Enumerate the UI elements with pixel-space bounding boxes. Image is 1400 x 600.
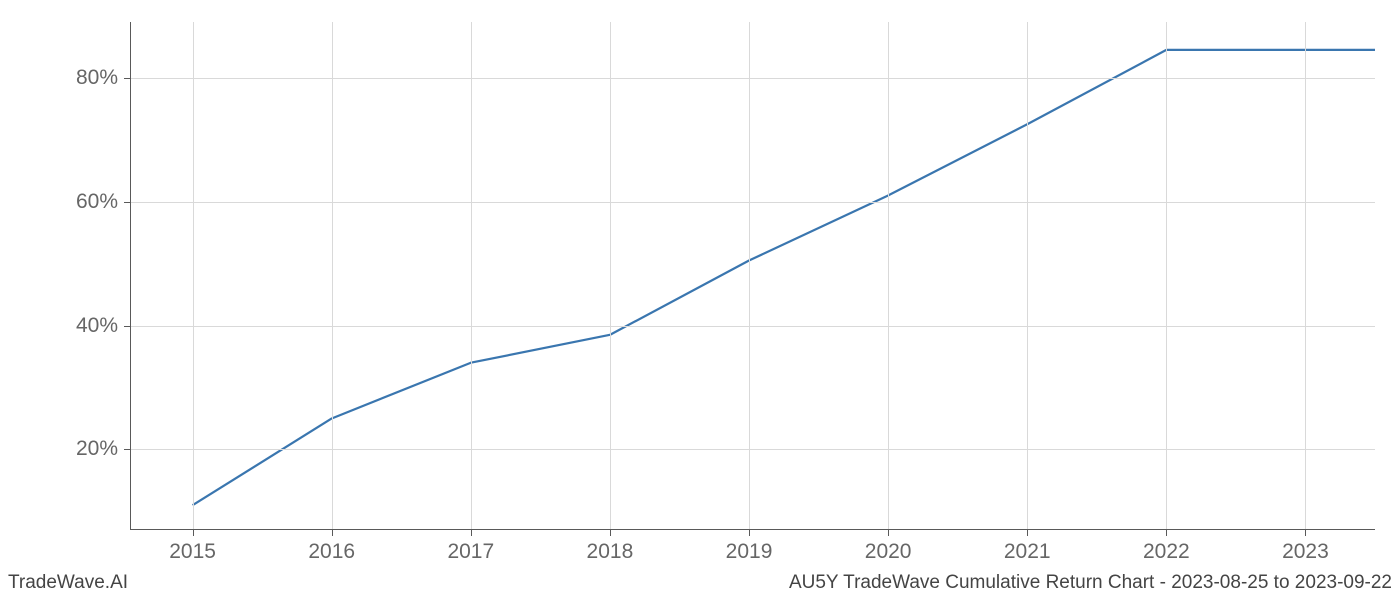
return-line-series (193, 50, 1375, 505)
grid-line-horizontal (130, 449, 1375, 450)
grid-line-vertical (888, 22, 889, 530)
chart-container: 2015 2016 2017 2018 2019 2020 2021 2022 2023 20% 4… (0, 0, 1400, 600)
footer-brand: TradeWave.AI (8, 572, 128, 594)
x-tick-label: 2016 (308, 540, 355, 564)
x-tick-mark (193, 530, 194, 536)
grid-line-vertical (1166, 22, 1167, 530)
y-axis-spine (130, 22, 131, 530)
grid-line-horizontal (130, 326, 1375, 327)
x-tick-label: 2020 (865, 540, 912, 564)
x-tick-label: 2019 (726, 540, 773, 564)
grid-line-vertical (1027, 22, 1028, 530)
y-tick-label: 80% (76, 66, 118, 90)
grid-line-vertical (471, 22, 472, 530)
grid-line-vertical (193, 22, 194, 530)
x-tick-label: 2023 (1282, 540, 1329, 564)
line-chart-svg (130, 22, 1375, 530)
x-tick-label: 2021 (1004, 540, 1051, 564)
y-tick-label: 40% (76, 314, 118, 338)
x-tick-mark (1166, 530, 1167, 536)
x-tick-mark (749, 530, 750, 536)
grid-line-vertical (332, 22, 333, 530)
y-tick-label: 20% (76, 437, 118, 461)
x-tick-label: 2015 (169, 540, 216, 564)
grid-line-vertical (1305, 22, 1306, 530)
x-tick-label: 2017 (447, 540, 494, 564)
grid-line-vertical (610, 22, 611, 530)
grid-line-vertical (749, 22, 750, 530)
grid-line-horizontal (130, 78, 1375, 79)
x-tick-mark (1027, 530, 1028, 536)
x-tick-mark (610, 530, 611, 536)
footer-caption: AU5Y TradeWave Cumulative Return Chart -… (789, 572, 1392, 594)
x-tick-mark (471, 530, 472, 536)
x-tick-mark (888, 530, 889, 536)
x-tick-mark (1305, 530, 1306, 536)
grid-line-horizontal (130, 202, 1375, 203)
x-axis-spine (130, 529, 1375, 530)
plot-area: 20152016201720182019202020212022202320%4… (130, 22, 1375, 530)
x-tick-label: 2018 (587, 540, 634, 564)
x-tick-label: 2022 (1143, 540, 1190, 564)
x-tick-mark (332, 530, 333, 536)
y-tick-label: 60% (76, 190, 118, 214)
